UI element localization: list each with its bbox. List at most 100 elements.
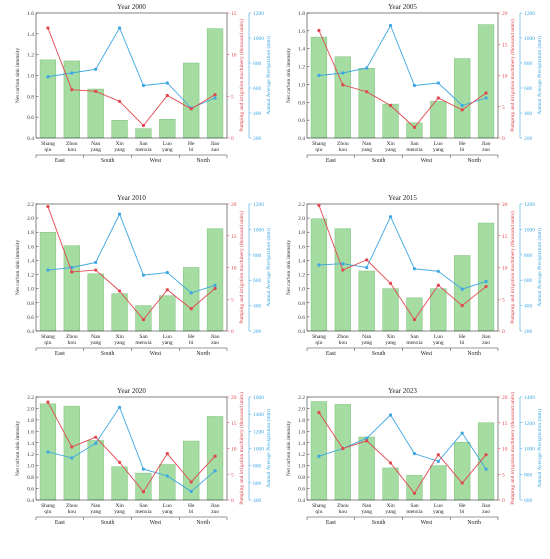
- category-label: Jiao zuo: [482, 334, 491, 346]
- left-tick-label: 1.6: [298, 429, 305, 435]
- left-tick-label: 1.2: [27, 452, 34, 458]
- mid-axis-label: Pumping and irrigation machinery (thousa…: [238, 19, 245, 132]
- right-tick-label: 1200: [524, 421, 535, 427]
- category-label-part: Jiao: [482, 334, 491, 340]
- bar-mark: [39, 231, 57, 332]
- category-label-part: Luo: [163, 503, 172, 509]
- bar-mark: [382, 288, 399, 332]
- bar-mark: [454, 58, 471, 139]
- category-label-part: kou: [339, 340, 348, 346]
- bar-mark: [430, 101, 447, 139]
- machinery-line: [318, 30, 487, 129]
- category-label-part: He: [188, 334, 195, 340]
- left-tick-label: 0.8: [298, 100, 305, 106]
- bar-mark: [334, 404, 351, 501]
- mid-tick-label: 0: [502, 136, 505, 142]
- machinery-point: [341, 446, 345, 451]
- category-label-part: yang: [90, 340, 101, 346]
- category-label-part: yang: [90, 147, 101, 153]
- category-label-part: bi: [189, 147, 194, 153]
- category-label: San menxia: [135, 141, 152, 153]
- left-tick-label: 2.0: [298, 406, 305, 412]
- mid-tick-label: 15: [502, 234, 508, 240]
- machinery-point: [341, 83, 345, 87]
- right-tick-label: 1000: [524, 227, 535, 233]
- category-label: He bi: [459, 503, 466, 515]
- machinery-point: [117, 99, 122, 103]
- group-label: West: [150, 158, 162, 164]
- bar-mark: [310, 36, 328, 139]
- category-label-part: yang: [114, 509, 125, 515]
- left-tick-label: 1.0: [298, 82, 305, 88]
- machinery-point: [189, 307, 193, 311]
- bar-mark: [406, 475, 423, 501]
- precipitation-point: [436, 459, 440, 463]
- category-label-part: He: [459, 334, 466, 340]
- category-label: Shang qiu: [41, 503, 55, 515]
- category-label: Nan yang: [361, 334, 372, 346]
- machinery-point: [412, 491, 417, 495]
- left-tick-label: 1.6: [27, 244, 34, 250]
- precipitation-point: [46, 75, 50, 79]
- category-label-part: yang: [385, 340, 396, 346]
- category-label-part: kou: [339, 509, 348, 515]
- right-tick-label: 600: [524, 278, 533, 284]
- category-label: Jiao zuo: [482, 503, 491, 515]
- machinery-point: [460, 481, 464, 485]
- right-tick-label: 600: [253, 278, 262, 284]
- mid-tick-label: 20: [231, 395, 237, 401]
- precipitation-point: [46, 450, 50, 454]
- category-label-part: zuo: [482, 340, 490, 346]
- bar-mark: [454, 255, 471, 332]
- right-tick-label: 200: [524, 136, 533, 142]
- left-axis-label: Net carbon sink intensity: [286, 421, 292, 476]
- mid-tick-label: 15: [502, 421, 508, 427]
- category-label-part: kou: [68, 509, 77, 515]
- category-label-part: zuo: [482, 147, 490, 153]
- bar-mark: [206, 228, 224, 332]
- precipitation-line: [47, 406, 216, 492]
- category-label: Jiao zuo: [211, 334, 220, 346]
- category-label-part: San: [410, 334, 419, 340]
- right-tick-label: 800: [253, 61, 262, 67]
- category-label-part: Jiao: [482, 141, 491, 147]
- category-label-part: Zhou: [66, 141, 78, 147]
- precipitation-point: [460, 103, 464, 108]
- mid-tick-label: 10: [231, 53, 237, 59]
- category-label-part: Shang: [312, 141, 326, 147]
- category-label-part: Zhou: [337, 141, 349, 147]
- left-axis-label: Net carbon sink intensity: [286, 240, 292, 295]
- mid-tick-label: 0: [231, 498, 234, 504]
- right-tick-label: 1200: [524, 11, 535, 17]
- left-tick-label: 1.4: [298, 47, 305, 53]
- group-label: South: [372, 158, 386, 164]
- machinery-point: [317, 410, 321, 415]
- category-label: Luo yang: [433, 503, 444, 515]
- right-tick-label: 400: [253, 498, 262, 504]
- left-tick-label: 0.8: [298, 301, 305, 307]
- category-label-part: Nan: [362, 503, 371, 509]
- mid-axis-label: Pumping and irrigation machinery (thousa…: [509, 19, 516, 132]
- bar-mark: [477, 222, 495, 332]
- category-label-part: Shang: [41, 334, 55, 340]
- group-label: North: [196, 351, 210, 357]
- bar-mark: [39, 59, 57, 139]
- category-label: Xin yang: [114, 503, 125, 515]
- mid-tick-label: 20: [231, 202, 237, 208]
- machinery-point: [317, 203, 321, 207]
- bar-mark: [111, 120, 128, 139]
- machinery-point: [388, 461, 393, 465]
- category-label: Shang qiu: [312, 141, 326, 153]
- precipitation-point: [189, 489, 193, 494]
- mid-tick-label: 0: [502, 498, 505, 504]
- machinery-point: [189, 480, 193, 484]
- right-tick-label: 800: [524, 472, 533, 478]
- bar-mark: [87, 440, 104, 501]
- category-label: Jiao zuo: [211, 141, 220, 153]
- precipitation-point: [165, 270, 169, 275]
- category-label: Nan yang: [361, 503, 372, 515]
- category-label-part: Jiao: [482, 503, 491, 509]
- category-label-part: Shang: [41, 503, 55, 509]
- category-label-part: Luo: [434, 334, 443, 340]
- category-label: Luo yang: [162, 141, 173, 153]
